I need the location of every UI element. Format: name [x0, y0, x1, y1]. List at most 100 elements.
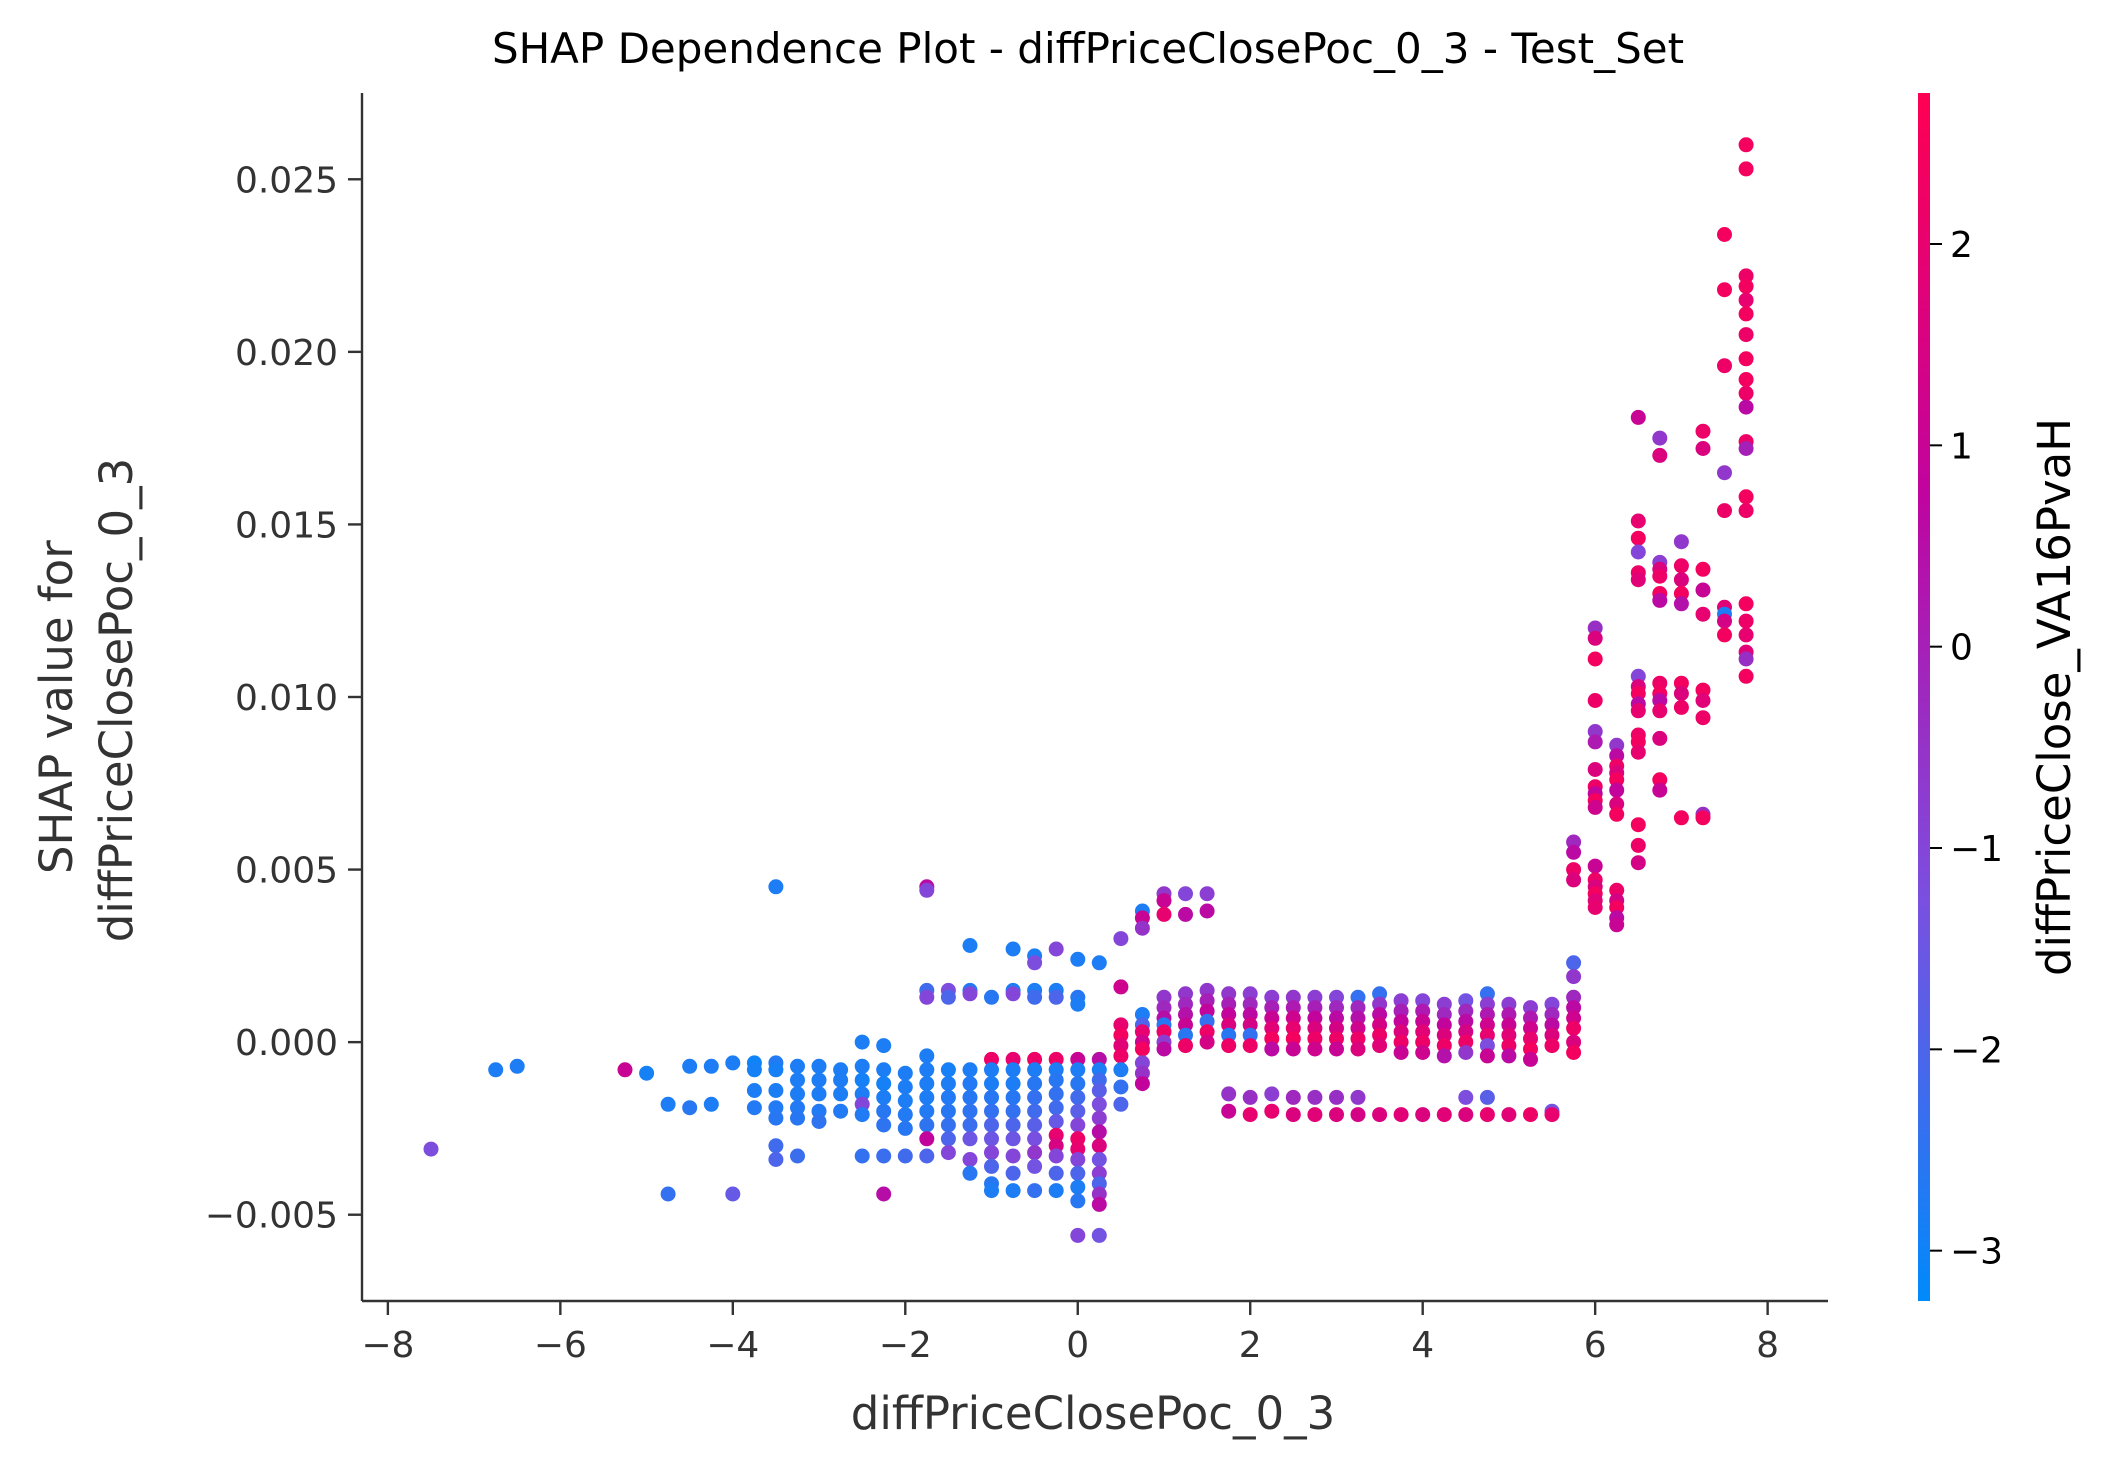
- data-point: [1005, 1148, 1021, 1164]
- data-point: [1307, 1041, 1323, 1057]
- data-point: [854, 1096, 870, 1112]
- data-point: [790, 1110, 805, 1126]
- data-point: [1048, 1051, 1064, 1067]
- data-point: [1587, 630, 1603, 646]
- x-tick-label: 0: [1066, 1325, 1089, 1366]
- data-point: [1415, 993, 1431, 1009]
- data-point: [984, 1158, 999, 1174]
- data-point: [1307, 989, 1323, 1005]
- data-point: [833, 1062, 849, 1078]
- data-point: [1695, 606, 1711, 622]
- data-point: [854, 1034, 870, 1050]
- data-point: [1350, 989, 1366, 1005]
- data-point: [854, 1107, 870, 1123]
- data-point: [1372, 1107, 1388, 1123]
- data-point: [1199, 886, 1215, 902]
- colorbar-label: diffPriceClose_VA16PvaH: [2028, 418, 2081, 976]
- data-point: [1350, 1000, 1366, 1016]
- x-tick-label: 4: [1411, 1325, 1434, 1366]
- data-point: [1609, 737, 1625, 753]
- data-point: [1070, 1076, 1086, 1092]
- data-point: [1048, 1183, 1064, 1199]
- data-point: [1630, 668, 1646, 684]
- data-point: [790, 1086, 805, 1102]
- data-point: [1134, 910, 1150, 926]
- colorbar-tick-label: 0: [1950, 628, 1973, 669]
- data-point: [940, 989, 956, 1005]
- data-point: [790, 1058, 805, 1074]
- colorbar-ticks: −3 −2 −1 0 1 2: [1930, 225, 2003, 1273]
- data-point: [1156, 906, 1172, 922]
- data-point: [1393, 1013, 1409, 1029]
- data-point: [1458, 1003, 1474, 1019]
- data-point: [1285, 1041, 1301, 1057]
- data-point: [984, 1089, 999, 1105]
- data-point: [1566, 1045, 1582, 1060]
- data-point: [1264, 1103, 1280, 1119]
- data-point: [1027, 1103, 1043, 1119]
- data-point: [1652, 693, 1668, 708]
- data-point: [1738, 161, 1754, 177]
- data-point: [1156, 1041, 1172, 1057]
- data-point: [1329, 1107, 1344, 1123]
- data-point: [919, 1117, 935, 1133]
- x-tick-label: −2: [879, 1325, 932, 1366]
- data-point: [1372, 1038, 1388, 1054]
- data-point: [790, 1100, 805, 1116]
- data-point: [1738, 385, 1754, 401]
- data-point: [1738, 503, 1754, 519]
- data-point: [1113, 931, 1129, 947]
- data-point: [876, 1148, 892, 1164]
- data-point: [1738, 441, 1754, 456]
- data-point: [1566, 1000, 1582, 1016]
- data-point: [1673, 558, 1689, 574]
- data-point: [660, 1186, 676, 1202]
- data-point: [1566, 844, 1582, 860]
- data-point: [811, 1103, 827, 1119]
- data-point: [1393, 1024, 1409, 1040]
- data-point: [1307, 1020, 1323, 1036]
- data-point: [1372, 1027, 1388, 1043]
- data-point: [1738, 351, 1754, 367]
- data-point: [1695, 682, 1711, 698]
- data-point: [1587, 858, 1603, 874]
- data-point: [1199, 1034, 1215, 1050]
- data-point: [1458, 1034, 1474, 1050]
- data-point: [1415, 1024, 1431, 1040]
- data-point: [1091, 1152, 1107, 1167]
- data-point: [919, 1148, 935, 1164]
- data-point: [940, 1117, 956, 1133]
- data-point: [1048, 1127, 1064, 1143]
- data-point: [1544, 996, 1560, 1012]
- x-tick-label: 2: [1239, 1325, 1262, 1366]
- scatter-points: [423, 137, 1754, 1243]
- data-point: [984, 1062, 999, 1078]
- data-point: [509, 1058, 525, 1074]
- data-point: [1738, 627, 1754, 643]
- x-tick-label: −6: [534, 1325, 587, 1366]
- data-point: [1566, 872, 1582, 888]
- data-point: [1415, 1034, 1431, 1050]
- data-point: [1695, 441, 1711, 456]
- data-point: [1027, 1117, 1043, 1133]
- chart-title: SHAP Dependence Plot - diffPriceClosePoc…: [492, 24, 1684, 73]
- data-point: [1005, 1103, 1021, 1119]
- data-point: [876, 1038, 892, 1054]
- data-point: [1307, 1010, 1323, 1026]
- data-point: [854, 1086, 870, 1102]
- data-point: [1479, 1048, 1495, 1064]
- data-point: [876, 1103, 892, 1119]
- data-point: [1070, 1103, 1086, 1119]
- data-point: [1350, 1107, 1366, 1123]
- data-point: [1329, 989, 1344, 1005]
- data-point: [1307, 1089, 1323, 1105]
- data-point: [768, 1062, 784, 1078]
- data-point: [811, 1072, 827, 1088]
- y-tick-label: 0.010: [235, 678, 338, 719]
- data-point: [1005, 1076, 1021, 1092]
- data-point: [1673, 810, 1689, 826]
- data-point: [1242, 1089, 1258, 1105]
- x-tick-label: 8: [1756, 1325, 1779, 1366]
- data-point: [1199, 1003, 1215, 1019]
- x-tick-label: 6: [1584, 1325, 1607, 1366]
